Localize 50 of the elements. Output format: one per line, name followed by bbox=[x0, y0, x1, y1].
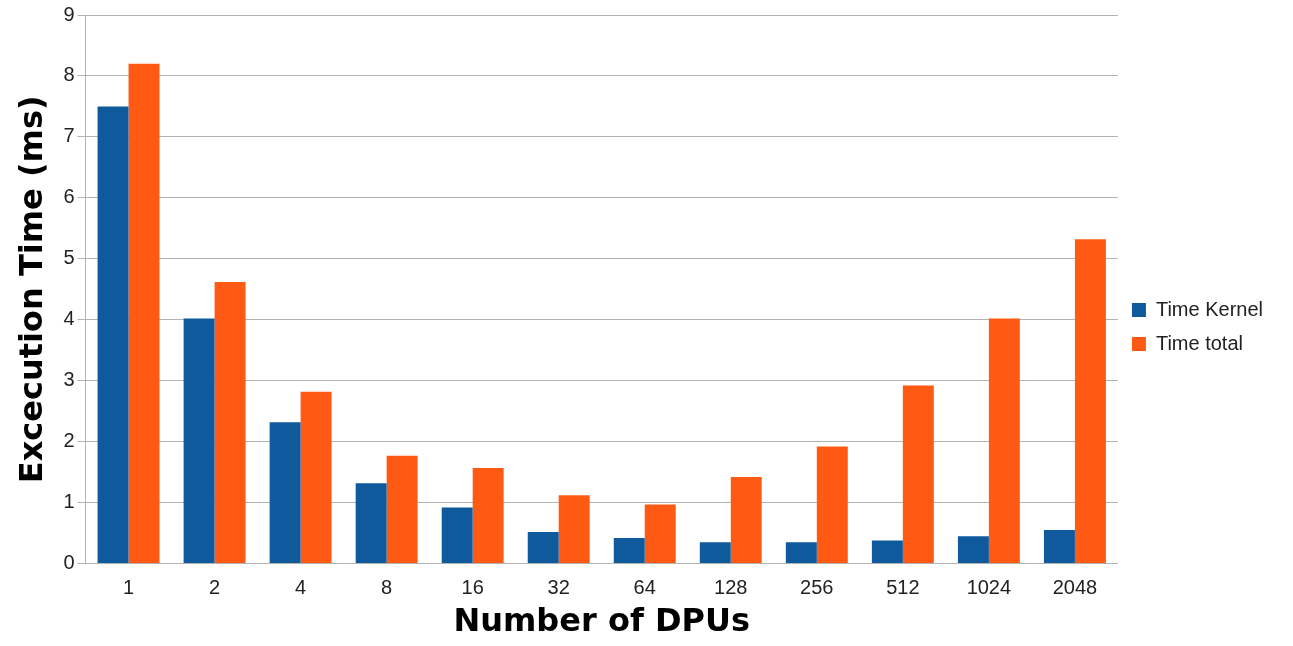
bar bbox=[1043, 530, 1075, 564]
bar bbox=[97, 106, 129, 564]
bar bbox=[214, 281, 246, 564]
x-tick-label: 128 bbox=[714, 576, 748, 599]
x-tick-label: 256 bbox=[800, 576, 834, 599]
bar bbox=[128, 63, 160, 564]
bar bbox=[699, 542, 731, 564]
x-tick-label: 2048 bbox=[1052, 576, 1098, 599]
y-tick-label: 9 bbox=[63, 2, 75, 25]
x-tick-label: 512 bbox=[886, 576, 920, 599]
y-tick-label: 4 bbox=[63, 307, 75, 330]
y-tick-label: 3 bbox=[63, 368, 75, 391]
bar bbox=[644, 504, 676, 564]
bar bbox=[441, 507, 473, 564]
y-tick-label: 1 bbox=[63, 490, 75, 513]
x-tick-label: 8 bbox=[381, 576, 393, 599]
legend-label: Time total bbox=[1155, 331, 1243, 354]
y-tick-label: 0 bbox=[63, 551, 75, 574]
x-tick-label: 4 bbox=[295, 576, 307, 599]
x-tick-label: 16 bbox=[461, 576, 484, 599]
bar bbox=[988, 318, 1020, 564]
bar bbox=[613, 538, 645, 564]
y-tick-label: 2 bbox=[63, 429, 75, 452]
x-axis-title: Number of DPUs bbox=[453, 601, 750, 640]
bar bbox=[558, 495, 590, 564]
x-tick-label: 1 bbox=[122, 576, 135, 599]
bar bbox=[785, 542, 817, 564]
bar bbox=[183, 318, 215, 564]
bar bbox=[957, 536, 989, 564]
bar bbox=[902, 385, 934, 564]
bar bbox=[527, 531, 559, 564]
bar bbox=[871, 540, 903, 564]
bar bbox=[355, 483, 387, 564]
bar bbox=[386, 455, 418, 564]
bar bbox=[816, 446, 848, 564]
legend-label: Time Kernel bbox=[1155, 297, 1264, 320]
bar bbox=[730, 477, 762, 564]
y-tick-label: 8 bbox=[63, 63, 75, 86]
y-tick-label: 5 bbox=[63, 246, 75, 269]
bar bbox=[269, 422, 301, 564]
x-tick-label: 2 bbox=[209, 576, 221, 599]
bar bbox=[472, 467, 504, 564]
x-tick-label: 32 bbox=[547, 576, 570, 599]
y-tick-label: 6 bbox=[63, 185, 75, 208]
bar bbox=[1074, 239, 1106, 564]
x-tick-label: 64 bbox=[633, 576, 656, 599]
x-tick-label: 1024 bbox=[966, 576, 1012, 599]
y-tick-label: 7 bbox=[63, 124, 75, 147]
bar bbox=[300, 391, 332, 564]
y-axis-title: Excecution Time (ms) bbox=[11, 95, 50, 484]
